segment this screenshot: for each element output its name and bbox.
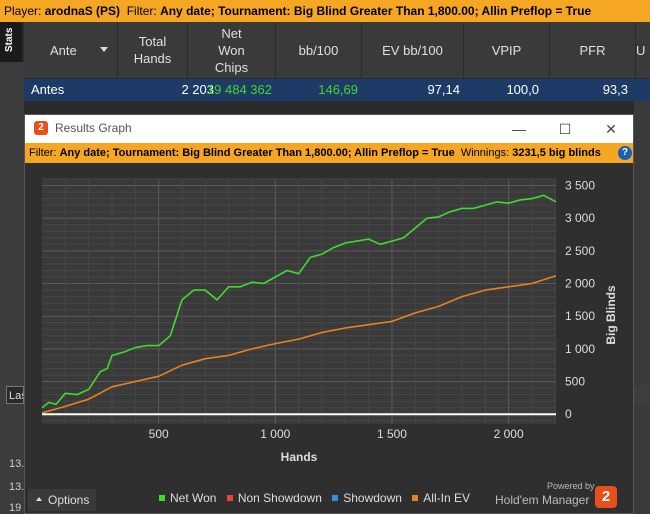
legend-label: Net Won — [170, 491, 217, 505]
header-ante-label: Ante — [50, 42, 77, 58]
series-line-all-in-ev — [41, 274, 557, 414]
caret-up-icon — [36, 496, 42, 501]
x-tick-label: 2 000 — [494, 427, 524, 441]
options-label: Options — [48, 493, 90, 507]
side-number: 13. — [9, 458, 25, 470]
winnings-prefix: Winnings: — [454, 147, 513, 159]
legend-swatch — [159, 494, 165, 501]
header-ev-bb100-label: EV bb/100 — [382, 42, 443, 58]
window-titlebar[interactable]: 2 Results Graph — ☐ ✕ — [25, 115, 633, 143]
y-tick-label: 1 500 — [565, 309, 595, 323]
legend-item-net-won[interactable]: Net Won — [159, 491, 216, 505]
x-tick-label: 1 500 — [377, 427, 407, 441]
table-row[interactable]: Antes 2 203 19 484 362 146,69 97,14 100,… — [24, 79, 650, 101]
stats-side-tab[interactable]: Stats — [0, 22, 22, 62]
header-bb100[interactable]: bb/100 — [276, 22, 362, 78]
cell-total-hands: 2 203 — [181, 82, 214, 97]
stats-tab-label: Stats — [4, 27, 15, 52]
header-truncated[interactable]: U — [636, 22, 650, 78]
y-tick-label: 3 000 — [565, 211, 595, 225]
brand-name: Hold'em Manager — [495, 493, 590, 507]
grid-lines — [42, 178, 556, 424]
help-icon[interactable]: ? — [618, 146, 632, 160]
y-tick-label: 0 — [565, 407, 572, 421]
cell-pfr: 93,3 — [602, 82, 628, 97]
legend-item-non-showdown[interactable]: Non Showdown — [226, 491, 322, 505]
main-filter-bar: Player: arodnaS (PS) Filter: Any date; T… — [0, 0, 650, 22]
y-tick-label: 2 000 — [565, 277, 595, 291]
report-selector-label: Las — [9, 390, 23, 402]
graph-filter-value: Any date; Tournament: Big Blind Greater … — [59, 147, 455, 159]
x-tick-label: 500 — [149, 427, 169, 441]
maximize-button[interactable]: ☐ — [558, 121, 572, 137]
player-name: arodnaS (PS) — [44, 4, 121, 18]
scrollbar-strip[interactable] — [634, 101, 650, 514]
player-prefix: Player: — [4, 4, 45, 18]
header-vpip[interactable]: VPIP — [464, 22, 550, 78]
chart-series — [41, 194, 557, 416]
y-tick-label: 3 500 — [565, 179, 595, 193]
side-number: 13. — [9, 481, 25, 493]
legend-label: Non Showdown — [237, 491, 322, 505]
side-number: 19 — [9, 502, 22, 514]
legend-label: All-In EV — [423, 491, 470, 505]
results-chart: 0 500 1 000 1 500 2 000 2 500 3 000 3 500 500 1 … — [41, 178, 618, 464]
x-axis-ticks: 500 1 000 1 500 2 000 — [149, 427, 524, 441]
cell-ante: Antes — [31, 82, 65, 97]
cell-ev-bb100: 97,14 — [427, 82, 460, 97]
chart-legend: Net Won Non Showdown Showdown All-In EV — [159, 491, 477, 505]
legend-swatch — [332, 494, 339, 501]
header-pfr[interactable]: PFR — [550, 22, 636, 78]
winnings-value: 3231,5 big blinds — [512, 147, 601, 159]
header-vpip-label: VPIP — [491, 42, 522, 58]
cell-vpip: 100,0 — [506, 82, 539, 97]
hm2-brand-logo-icon: 2 — [595, 486, 617, 508]
header-net-won-label: Net Won Chips — [214, 25, 249, 75]
series-line-net-won — [41, 194, 557, 409]
header-pfr-label: PFR — [579, 42, 606, 58]
header-total-hands[interactable]: Total Hands — [118, 22, 188, 78]
x-tick-label: 1 000 — [260, 427, 290, 441]
header-truncated-label: U — [636, 42, 646, 58]
y-axis-label: Big Blinds — [604, 285, 618, 345]
y-axis-ticks: 0 500 1 000 1 500 2 000 2 500 3 000 3 500 — [565, 179, 595, 422]
triangle-down-icon[interactable] — [100, 47, 108, 52]
header-total-hands-label: Total Hands — [133, 34, 172, 66]
close-button[interactable]: ✕ — [605, 121, 617, 137]
y-tick-label: 500 — [565, 375, 585, 389]
results-graph-window: 2 Results Graph — ☐ ✕ Filter: Any date; … — [24, 114, 634, 514]
options-button[interactable]: Options — [28, 489, 96, 511]
legend-item-allin-ev[interactable]: All-In EV — [412, 491, 470, 505]
legend-swatch — [226, 494, 233, 501]
left-panel — [0, 62, 24, 514]
x-axis-label: Hands — [281, 450, 318, 464]
cell-net-won: 19 484 362 — [206, 82, 272, 97]
legend-swatch — [412, 494, 419, 501]
filter-prefix: Filter: — [120, 4, 161, 18]
header-bb100-label: bb/100 — [298, 42, 339, 58]
legend-item-showdown[interactable]: Showdown — [332, 491, 402, 505]
report-selector[interactable]: Las — [6, 386, 24, 404]
graph-filter-bar: Filter: Any date; Tournament: Big Blind … — [25, 143, 633, 163]
header-ev-bb100[interactable]: EV bb/100 — [362, 22, 464, 78]
stats-table-header: Ante Total Hands Net Won Chips bb/100 EV… — [24, 22, 650, 78]
cell-bb100: 146,69 — [318, 82, 358, 97]
filter-value: Any date; Tournament: Big Blind Greater … — [160, 4, 592, 18]
window-title: Results Graph — [55, 121, 132, 135]
header-net-won-chips[interactable]: Net Won Chips — [188, 22, 276, 78]
y-tick-label: 1 000 — [565, 342, 595, 356]
legend-label: Showdown — [343, 491, 402, 505]
powered-by-text: Powered by — [547, 481, 595, 491]
y-tick-label: 2 500 — [565, 244, 595, 258]
graph-filter-prefix: Filter: — [29, 147, 60, 159]
hm2-logo-icon: 2 — [34, 121, 48, 135]
header-ante[interactable]: Ante — [24, 22, 118, 78]
minimize-button[interactable]: — — [512, 121, 526, 137]
